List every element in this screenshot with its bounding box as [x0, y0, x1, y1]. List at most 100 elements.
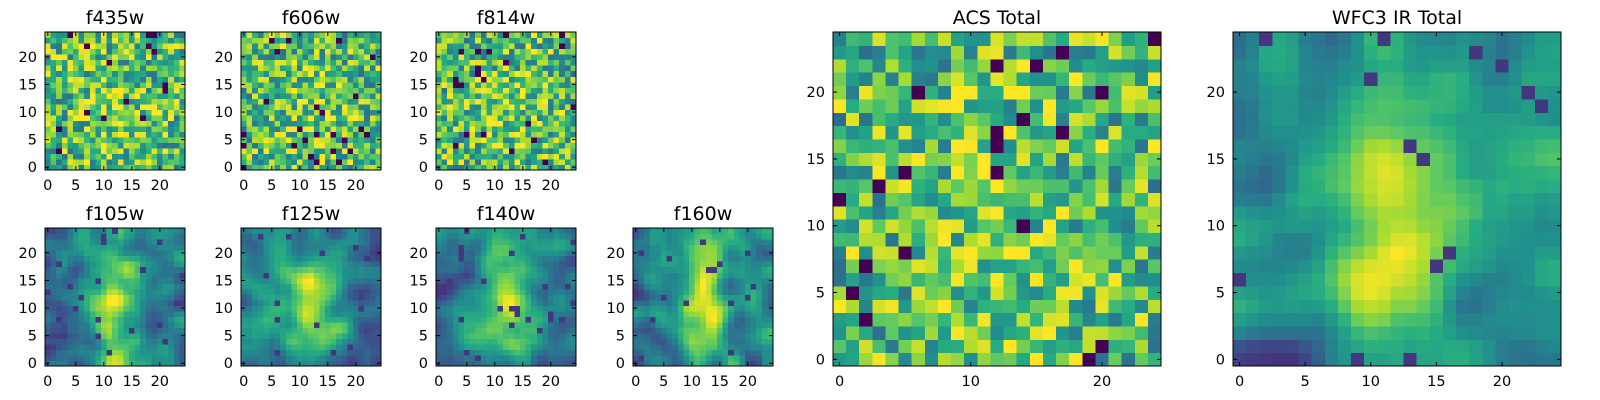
heatmap-cell — [302, 32, 309, 39]
heatmap-cell — [711, 294, 718, 301]
heatmap-cell — [151, 92, 158, 99]
heatmap-cell — [452, 283, 459, 290]
heatmap-cell — [73, 327, 80, 334]
heatmap-cell — [313, 272, 320, 279]
heatmap-cell — [302, 81, 309, 88]
y-tick-label: 20 — [410, 246, 428, 262]
heatmap-cell — [325, 153, 332, 160]
x-tick-label: 15 — [711, 374, 729, 390]
heatmap-cell — [911, 285, 926, 300]
heatmap-cell — [325, 343, 332, 351]
heatmap-cell — [1121, 272, 1136, 287]
heatmap-cell — [452, 114, 459, 121]
heatmap-cell — [508, 354, 515, 362]
heatmap-cell — [1095, 165, 1110, 180]
heatmap-cell — [145, 136, 152, 143]
heatmap-cell — [50, 158, 57, 166]
heatmap-cell — [436, 76, 443, 83]
heatmap-cell — [106, 131, 113, 138]
heatmap-cell — [469, 233, 476, 240]
heatmap-cell — [364, 360, 371, 367]
heatmap-cell — [638, 349, 645, 356]
heatmap-cell — [464, 92, 471, 99]
heatmap-cell — [302, 261, 309, 268]
heatmap-cell — [990, 205, 1005, 220]
heatmap-cell — [553, 92, 560, 99]
heatmap-cell — [134, 48, 141, 55]
heatmap-cell — [649, 233, 656, 240]
heatmap-cell — [319, 81, 326, 88]
heatmap-cell — [977, 272, 992, 287]
heatmap-cell — [257, 92, 264, 99]
heatmap-cell — [101, 54, 108, 61]
heatmap-cell — [78, 250, 85, 257]
heatmap-cell — [525, 70, 532, 77]
heatmap-cell — [56, 158, 63, 166]
heatmap-cell — [84, 48, 91, 55]
heatmap-cell — [358, 343, 365, 351]
heatmap-cell — [553, 81, 560, 88]
heatmap-cell — [291, 360, 298, 367]
heatmap-cell — [101, 37, 108, 44]
heatmap-cell — [291, 294, 298, 301]
heatmap-cell — [548, 43, 555, 50]
heatmap-cell — [302, 299, 309, 306]
heatmap-cell — [269, 310, 276, 317]
heatmap-cell — [56, 255, 63, 262]
heatmap-cell — [269, 98, 276, 105]
heatmap-cell — [129, 294, 136, 301]
heatmap-cell — [347, 37, 354, 44]
heatmap-cell — [140, 321, 147, 328]
heatmap-cell — [257, 87, 264, 94]
heatmap-cell — [548, 131, 555, 138]
heatmap-cell — [508, 81, 515, 88]
heatmap-cell — [252, 266, 259, 273]
heatmap-cell — [722, 360, 729, 367]
heatmap-cell — [761, 321, 768, 328]
heatmap-cell — [717, 310, 724, 317]
heatmap-cell — [638, 299, 645, 306]
heatmap-cell — [78, 338, 85, 345]
heatmap-cell — [661, 294, 668, 301]
heatmap-cell — [89, 37, 96, 44]
heatmap-cell — [633, 310, 640, 317]
heatmap-cell — [73, 125, 80, 132]
heatmap-cell — [649, 261, 656, 268]
heatmap-cell — [447, 158, 454, 166]
heatmap-cell — [469, 92, 476, 99]
heatmap-cell — [503, 327, 510, 334]
heatmap-cell — [336, 98, 343, 105]
heatmap-cell — [274, 272, 281, 279]
heatmap-cell — [694, 310, 701, 317]
heatmap-cell — [911, 192, 926, 207]
heatmap-cell — [750, 310, 757, 317]
heatmap-cell — [297, 76, 304, 83]
heatmap-cell — [269, 239, 276, 246]
heatmap-cell — [67, 305, 74, 312]
heatmap-cell — [503, 98, 510, 105]
heatmap-cell — [73, 343, 80, 351]
heatmap-cell — [151, 76, 158, 83]
heatmap-cell — [508, 65, 515, 72]
heatmap-cell — [369, 327, 376, 334]
heatmap-cell — [257, 316, 264, 323]
heatmap-cell — [514, 37, 521, 44]
heatmap-cell — [73, 70, 80, 77]
heatmap-cell — [61, 332, 68, 339]
heatmap-cell — [246, 65, 253, 72]
heatmap-cell — [548, 147, 555, 155]
heatmap-cell — [353, 233, 360, 240]
heatmap-cell — [274, 98, 281, 105]
heatmap-cell — [661, 305, 668, 312]
heatmap-cell — [536, 354, 543, 362]
heatmap-cell — [951, 285, 965, 300]
heatmap-cell — [480, 59, 487, 66]
heatmap-cell — [308, 277, 315, 284]
heatmap-cell — [50, 147, 57, 155]
heatmap-cell — [280, 103, 287, 110]
heatmap-cell — [313, 255, 320, 262]
heatmap-cell — [173, 283, 180, 290]
heatmap-cell — [157, 43, 164, 50]
heatmap-cell — [56, 272, 63, 279]
heatmap-cell — [336, 70, 343, 77]
